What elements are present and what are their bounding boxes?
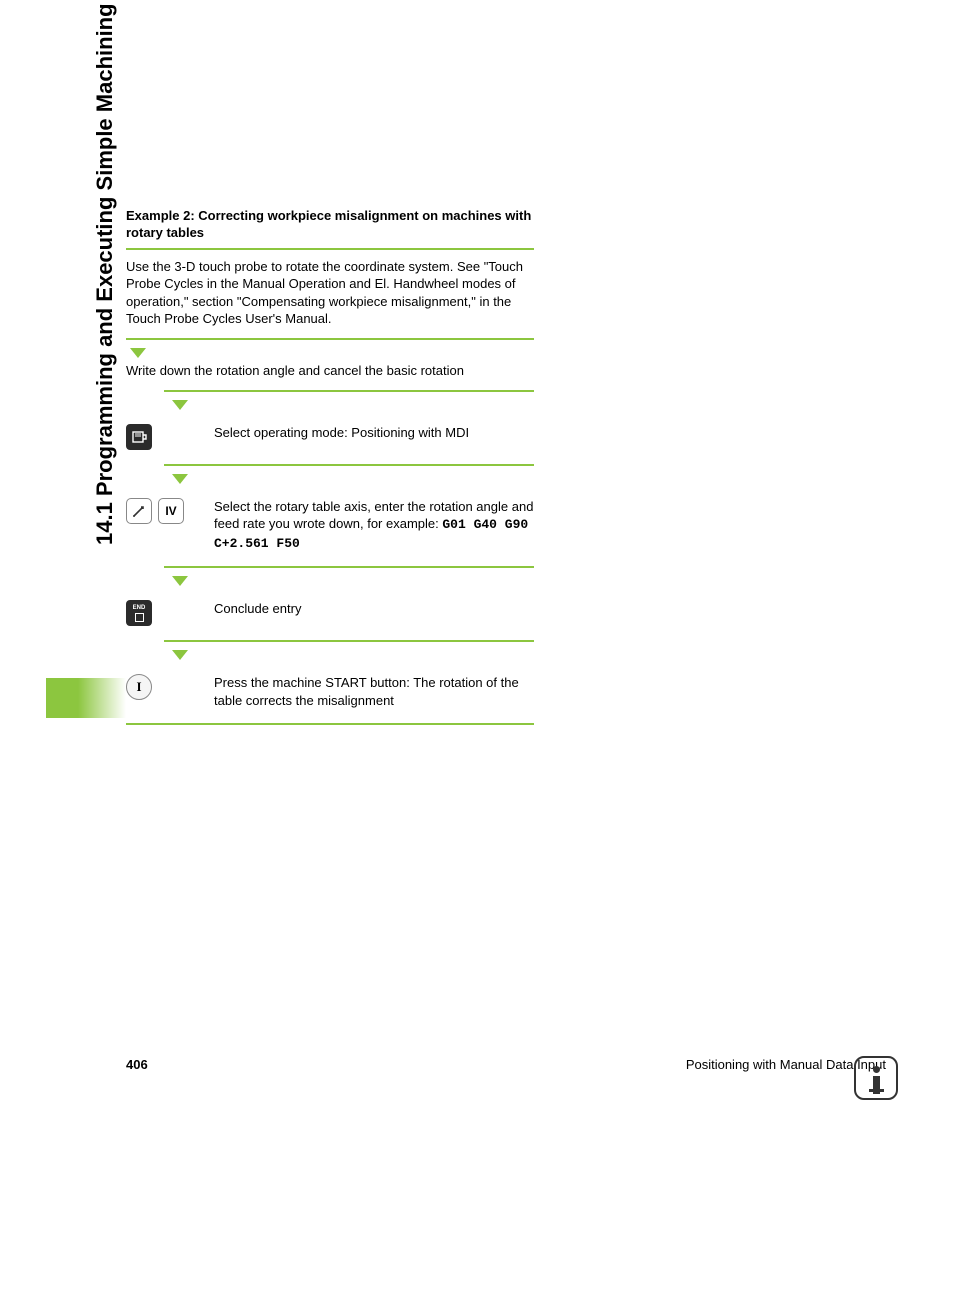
intro-paragraph: Use the 3-D touch probe to rotate the co…: [126, 258, 534, 328]
step-text: Press the machine START button: The rota…: [214, 674, 534, 709]
step-icons: END: [126, 600, 214, 626]
end-box-icon: [135, 613, 144, 622]
step-row: IV Select the rotary table axis, enter t…: [126, 488, 534, 563]
step-text: Select the rotary table axis, enter the …: [214, 498, 534, 553]
step-arrow-icon: [130, 348, 146, 358]
page-footer: 406 Positioning with Manual Data Input: [126, 1057, 886, 1072]
side-section-title: 14.1 Programming and Executing Simple Ma…: [92, 0, 118, 545]
step-icons: IV: [126, 498, 214, 524]
example-heading: Example 2: Correcting workpiece misalign…: [126, 208, 534, 242]
axis-key-icon: [126, 498, 152, 524]
step-icons: I: [126, 674, 214, 700]
step-arrow-icon: [172, 474, 188, 484]
start-button-icon: I: [126, 674, 152, 700]
main-content: Example 2: Correcting workpiece misalign…: [126, 208, 534, 733]
step-arrow-icon: [172, 650, 188, 660]
divider: [164, 464, 534, 466]
step-row: Select operating mode: Positioning with …: [126, 414, 534, 460]
note-paragraph: Write down the rotation angle and cancel…: [126, 362, 534, 380]
divider: [164, 390, 534, 392]
divider: [164, 566, 534, 568]
end-label: END: [133, 605, 146, 611]
divider: [164, 640, 534, 642]
divider: [126, 338, 534, 340]
step-arrow-icon: [172, 400, 188, 410]
step-row: I Press the machine START button: The ro…: [126, 664, 534, 719]
mdi-mode-icon: [126, 424, 152, 450]
end-key-icon: END: [126, 600, 152, 626]
step-icons: [126, 424, 214, 450]
info-icon: [854, 1056, 898, 1100]
step-text: Conclude entry: [214, 600, 534, 618]
page-number: 406: [126, 1057, 148, 1072]
divider: [126, 723, 534, 725]
iv-key-icon: IV: [158, 498, 184, 524]
step-arrow-icon: [172, 576, 188, 586]
step-row: END Conclude entry: [126, 590, 534, 636]
divider: [126, 248, 534, 250]
step-text: Select operating mode: Positioning with …: [214, 424, 534, 442]
side-gradient-accent: [46, 678, 126, 718]
